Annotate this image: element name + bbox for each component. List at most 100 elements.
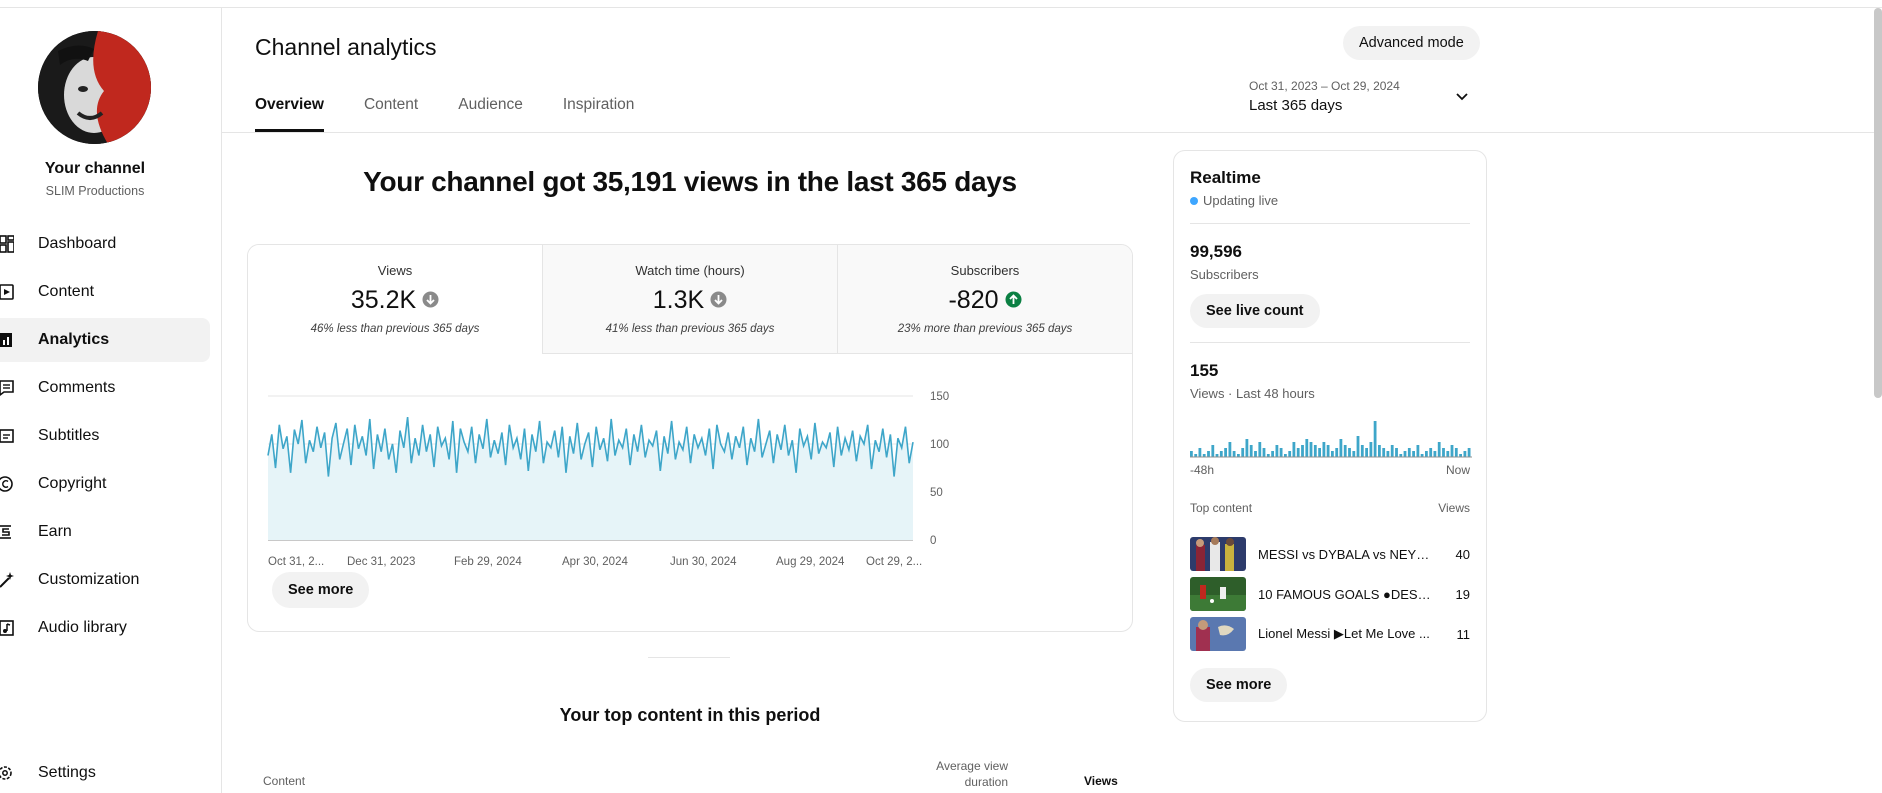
realtime-bar[interactable]	[1416, 445, 1420, 457]
realtime-bar[interactable]	[1386, 451, 1390, 457]
realtime-bar[interactable]	[1309, 442, 1313, 457]
sidebar-item-customization[interactable]: Customization	[0, 558, 210, 602]
realtime-bar[interactable]	[1463, 451, 1467, 457]
realtime-bar[interactable]	[1339, 439, 1343, 457]
date-range-label[interactable]: Last 365 days	[1249, 97, 1343, 114]
realtime-bar[interactable]	[1254, 451, 1257, 457]
tab-overview[interactable]: Overview	[255, 96, 324, 132]
realtime-bar[interactable]	[1429, 448, 1433, 457]
realtime-bar[interactable]	[1442, 448, 1445, 457]
realtime-bar[interactable]	[1228, 442, 1232, 457]
realtime-bar[interactable]	[1459, 454, 1462, 457]
realtime-bar[interactable]	[1258, 442, 1262, 457]
realtime-bar[interactable]	[1378, 445, 1381, 457]
realtime-bar[interactable]	[1352, 451, 1356, 457]
realtime-bar[interactable]	[1215, 454, 1219, 457]
tab-audience[interactable]: Audience	[458, 96, 523, 113]
realtime-bar[interactable]	[1207, 451, 1210, 457]
realtime-bar[interactable]	[1284, 454, 1287, 457]
realtime-bar[interactable]	[1382, 448, 1386, 457]
tab-inspiration[interactable]: Inspiration	[562, 96, 635, 113]
realtime-bar[interactable]	[1395, 448, 1398, 457]
realtime-bar[interactable]	[1425, 451, 1428, 457]
realtime-bar[interactable]	[1266, 454, 1270, 457]
sidebar-item-settings[interactable]: Settings	[0, 751, 210, 793]
metric-watch-time[interactable]: Watch time (hours) 1.3K 41% less than pr…	[542, 245, 837, 354]
realtime-bar[interactable]	[1232, 451, 1236, 457]
realtime-bar[interactable]	[1211, 445, 1215, 457]
realtime-bar[interactable]	[1190, 451, 1193, 457]
realtime-bar[interactable]	[1454, 448, 1458, 457]
realtime-bar[interactable]	[1326, 445, 1330, 457]
realtime-see-more-button[interactable]: See more	[1190, 668, 1288, 702]
sidebar-item-audio-library[interactable]: Audio library	[0, 606, 210, 650]
realtime-bar[interactable]	[1369, 442, 1373, 457]
realtime-bar[interactable]	[1399, 454, 1403, 457]
sidebar-item-comments[interactable]: Comments	[0, 366, 210, 410]
page-scrollbar[interactable]	[1874, 8, 1882, 398]
realtime-bar[interactable]	[1194, 454, 1198, 457]
realtime-bar[interactable]	[1343, 445, 1347, 457]
sidebar-item-dashboard[interactable]: Dashboard	[0, 222, 210, 266]
realtime-bar[interactable]	[1318, 448, 1321, 457]
channel-avatar[interactable]	[38, 31, 151, 144]
sidebar-item-content[interactable]: Content	[0, 270, 210, 314]
column-header-content[interactable]: Content	[263, 774, 306, 788]
realtime-bar[interactable]	[1407, 448, 1411, 457]
realtime-bar[interactable]	[1245, 439, 1249, 457]
series-line[interactable]	[267, 417, 914, 477]
realtime-bar[interactable]	[1356, 436, 1360, 457]
realtime-bar[interactable]	[1219, 451, 1223, 457]
realtime-bar[interactable]	[1237, 454, 1240, 457]
top-content-row[interactable]: Lionel Messi ▶Let Me Love ... 11	[1190, 617, 1470, 651]
realtime-bar[interactable]	[1262, 448, 1266, 457]
realtime-bar[interactable]	[1202, 454, 1206, 457]
realtime-bar[interactable]	[1373, 421, 1377, 457]
realtime-bar[interactable]	[1296, 448, 1300, 457]
realtime-bar[interactable]	[1420, 454, 1424, 457]
realtime-bar[interactable]	[1288, 451, 1292, 457]
sidebar-item-analytics[interactable]: Analytics	[0, 318, 210, 362]
top-content-row[interactable]: MESSI vs DYBALA vs NEYM... 40	[1190, 537, 1470, 571]
realtime-bar[interactable]	[1412, 451, 1415, 457]
realtime-bar[interactable]	[1433, 451, 1437, 457]
realtime-bar[interactable]	[1403, 451, 1407, 457]
realtime-bar[interactable]	[1241, 448, 1245, 457]
realtime-bar[interactable]	[1313, 445, 1317, 457]
realtime-bar[interactable]	[1390, 445, 1394, 457]
realtime-bar[interactable]	[1437, 442, 1441, 457]
realtime-bar[interactable]	[1450, 445, 1454, 457]
see-more-button[interactable]: See more	[272, 572, 370, 608]
realtime-bar[interactable]	[1249, 445, 1253, 457]
sidebar-item-subtitles[interactable]: Subtitles	[0, 414, 210, 458]
realtime-bar[interactable]	[1279, 448, 1283, 457]
sidebar-item-copyright[interactable]: Copyright	[0, 462, 210, 506]
realtime-bar[interactable]	[1467, 448, 1471, 457]
realtime-bar[interactable]	[1348, 448, 1351, 457]
realtime-bar[interactable]	[1301, 445, 1304, 457]
chevron-down-icon[interactable]	[1455, 90, 1469, 109]
realtime-bar[interactable]	[1331, 451, 1334, 457]
column-header-views[interactable]: Views	[1084, 774, 1118, 788]
realtime-bar[interactable]	[1198, 448, 1202, 457]
sidebar-item-earn[interactable]: Earn	[0, 510, 210, 554]
top-content-row[interactable]: 10 FAMOUS GOALS ●DESPA... 19	[1190, 577, 1470, 611]
realtime-bar[interactable]	[1271, 451, 1274, 457]
realtime-bar[interactable]	[1224, 448, 1227, 457]
see-live-count-button[interactable]: See live count	[1190, 294, 1320, 328]
realtime-bar[interactable]	[1305, 439, 1309, 457]
column-header-avg-duration[interactable]: Average view duration	[936, 759, 1008, 789]
realtime-bar[interactable]	[1322, 442, 1326, 457]
realtime-bar[interactable]	[1292, 442, 1296, 457]
realtime-bar[interactable]	[1360, 445, 1364, 457]
realtime-bar[interactable]	[1446, 451, 1450, 457]
realtime-bar[interactable]	[1335, 448, 1339, 457]
realtime-views-chart[interactable]	[1190, 413, 1472, 458]
metric-subscribers[interactable]: Subscribers -820 23% more than previous …	[837, 245, 1132, 354]
realtime-bar[interactable]	[1365, 448, 1368, 457]
tab-content[interactable]: Content	[363, 96, 419, 113]
views-chart[interactable]: 0 50 100 150 Oct 31, 2... Dec 31, 2023 Feb 29,…	[248, 354, 1132, 574]
metric-views[interactable]: Views 35.2K 46% less than previous 365 d…	[248, 245, 542, 354]
realtime-bar[interactable]	[1275, 445, 1279, 457]
advanced-mode-button[interactable]: Advanced mode	[1343, 26, 1480, 60]
